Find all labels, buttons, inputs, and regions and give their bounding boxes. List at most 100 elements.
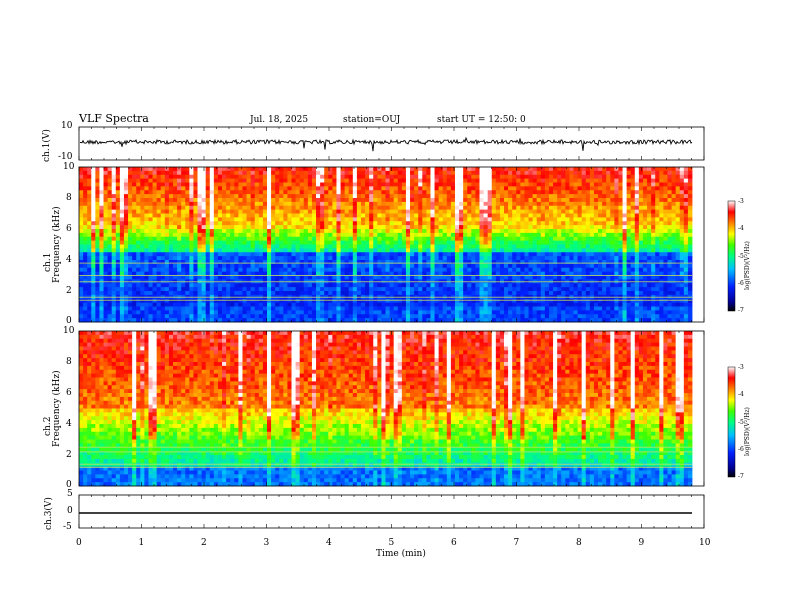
spec-cell — [262, 287, 268, 292]
spec-cell — [369, 248, 374, 253]
spec-cell — [430, 248, 435, 253]
spec-cell — [548, 232, 554, 238]
spec-cell — [683, 170, 689, 176]
spec-cell — [250, 287, 256, 292]
spec-cell — [520, 244, 525, 249]
spec-cell — [177, 271, 182, 276]
spec-cell — [275, 167, 280, 172]
spec-cell — [275, 260, 280, 265]
spec-cell — [189, 167, 194, 172]
spec-cell — [454, 229, 460, 234]
spec-cell — [103, 267, 109, 273]
spec-cell — [642, 217, 648, 222]
spec-cell — [172, 201, 178, 207]
spec-cell — [348, 174, 354, 180]
spec-cell — [168, 178, 174, 183]
spec-cell — [675, 244, 681, 249]
spec-cell — [454, 221, 460, 226]
spec-cell — [528, 252, 534, 257]
spec-cell — [205, 283, 211, 288]
spec-cell — [655, 248, 660, 253]
spec-cell — [107, 178, 113, 183]
spec-cell — [565, 248, 570, 253]
spec-cell — [536, 170, 542, 176]
spec-cell — [119, 225, 125, 230]
spec-cell — [205, 182, 211, 187]
spec-cell — [385, 240, 390, 245]
spec-cell — [446, 194, 452, 199]
spec-cell — [561, 252, 566, 257]
spec-cell — [344, 201, 350, 207]
spec-cell — [405, 252, 411, 257]
spec-cell — [675, 178, 681, 183]
spec-cell — [381, 167, 386, 172]
spec-cell — [577, 217, 583, 222]
spec-cell — [352, 186, 358, 191]
spec-cell — [222, 225, 227, 230]
spec-cell — [128, 174, 133, 180]
spec-cell — [479, 209, 484, 214]
spec-cell — [168, 283, 174, 288]
spec-cell — [520, 291, 525, 296]
spec-cell — [246, 240, 252, 245]
spec-cell — [132, 182, 137, 187]
spec-cell — [160, 263, 166, 269]
spec-cell — [217, 167, 223, 172]
spec-cell — [311, 229, 317, 234]
spec-cell — [103, 221, 109, 226]
spec-cell — [287, 236, 292, 242]
spec-cell — [454, 190, 460, 195]
spec-cell — [291, 232, 296, 238]
spec-cell — [610, 267, 615, 273]
spec-cell — [217, 225, 223, 230]
spec-cell — [687, 221, 693, 226]
spec-cell — [181, 256, 186, 261]
spec-cell — [589, 267, 595, 273]
spec-cell — [663, 190, 668, 195]
spec-cell — [679, 248, 685, 253]
spec-cell — [438, 170, 444, 176]
spec-cell — [348, 287, 354, 292]
spec-cell — [593, 236, 599, 242]
spec-cell — [91, 244, 96, 249]
spec-cell — [512, 267, 517, 273]
spec-cell — [655, 194, 660, 199]
spec-cell — [602, 244, 607, 249]
spec-cell — [683, 194, 689, 199]
spec-cell — [393, 256, 399, 261]
spec-cell — [524, 236, 529, 242]
spec-cell — [532, 198, 538, 203]
spec-cell — [119, 229, 125, 234]
spec-cell — [430, 174, 435, 180]
spec-cell — [340, 178, 346, 183]
spec-cell — [430, 186, 435, 191]
spec-cell — [140, 221, 145, 226]
spec-cell — [136, 190, 141, 195]
spec-cell — [144, 201, 149, 207]
spec-cell — [581, 174, 587, 180]
spec-cell — [369, 225, 374, 230]
spec-cell — [279, 178, 284, 183]
spec-cell — [614, 244, 619, 249]
spec-cell — [683, 229, 689, 234]
spec-cell — [655, 287, 660, 292]
spec-cell — [250, 267, 256, 273]
spec-cell — [303, 201, 309, 207]
spec-cell — [209, 178, 215, 183]
spec-cell — [360, 263, 366, 269]
spec-cell — [593, 213, 599, 218]
spec-cell — [606, 271, 611, 276]
spec-cell — [177, 205, 182, 211]
spec-cell — [504, 287, 509, 292]
spec-cell — [238, 240, 243, 245]
spec-cell — [320, 229, 325, 234]
spec-cell — [569, 213, 574, 218]
spec-cell — [504, 198, 509, 203]
spec-cell — [634, 244, 640, 249]
spec-cell — [123, 170, 129, 176]
spec-cell — [344, 178, 350, 183]
spec-cell — [356, 244, 362, 249]
spec-cell — [373, 291, 378, 296]
spec-cell — [422, 291, 427, 296]
spec-cell — [483, 186, 489, 191]
